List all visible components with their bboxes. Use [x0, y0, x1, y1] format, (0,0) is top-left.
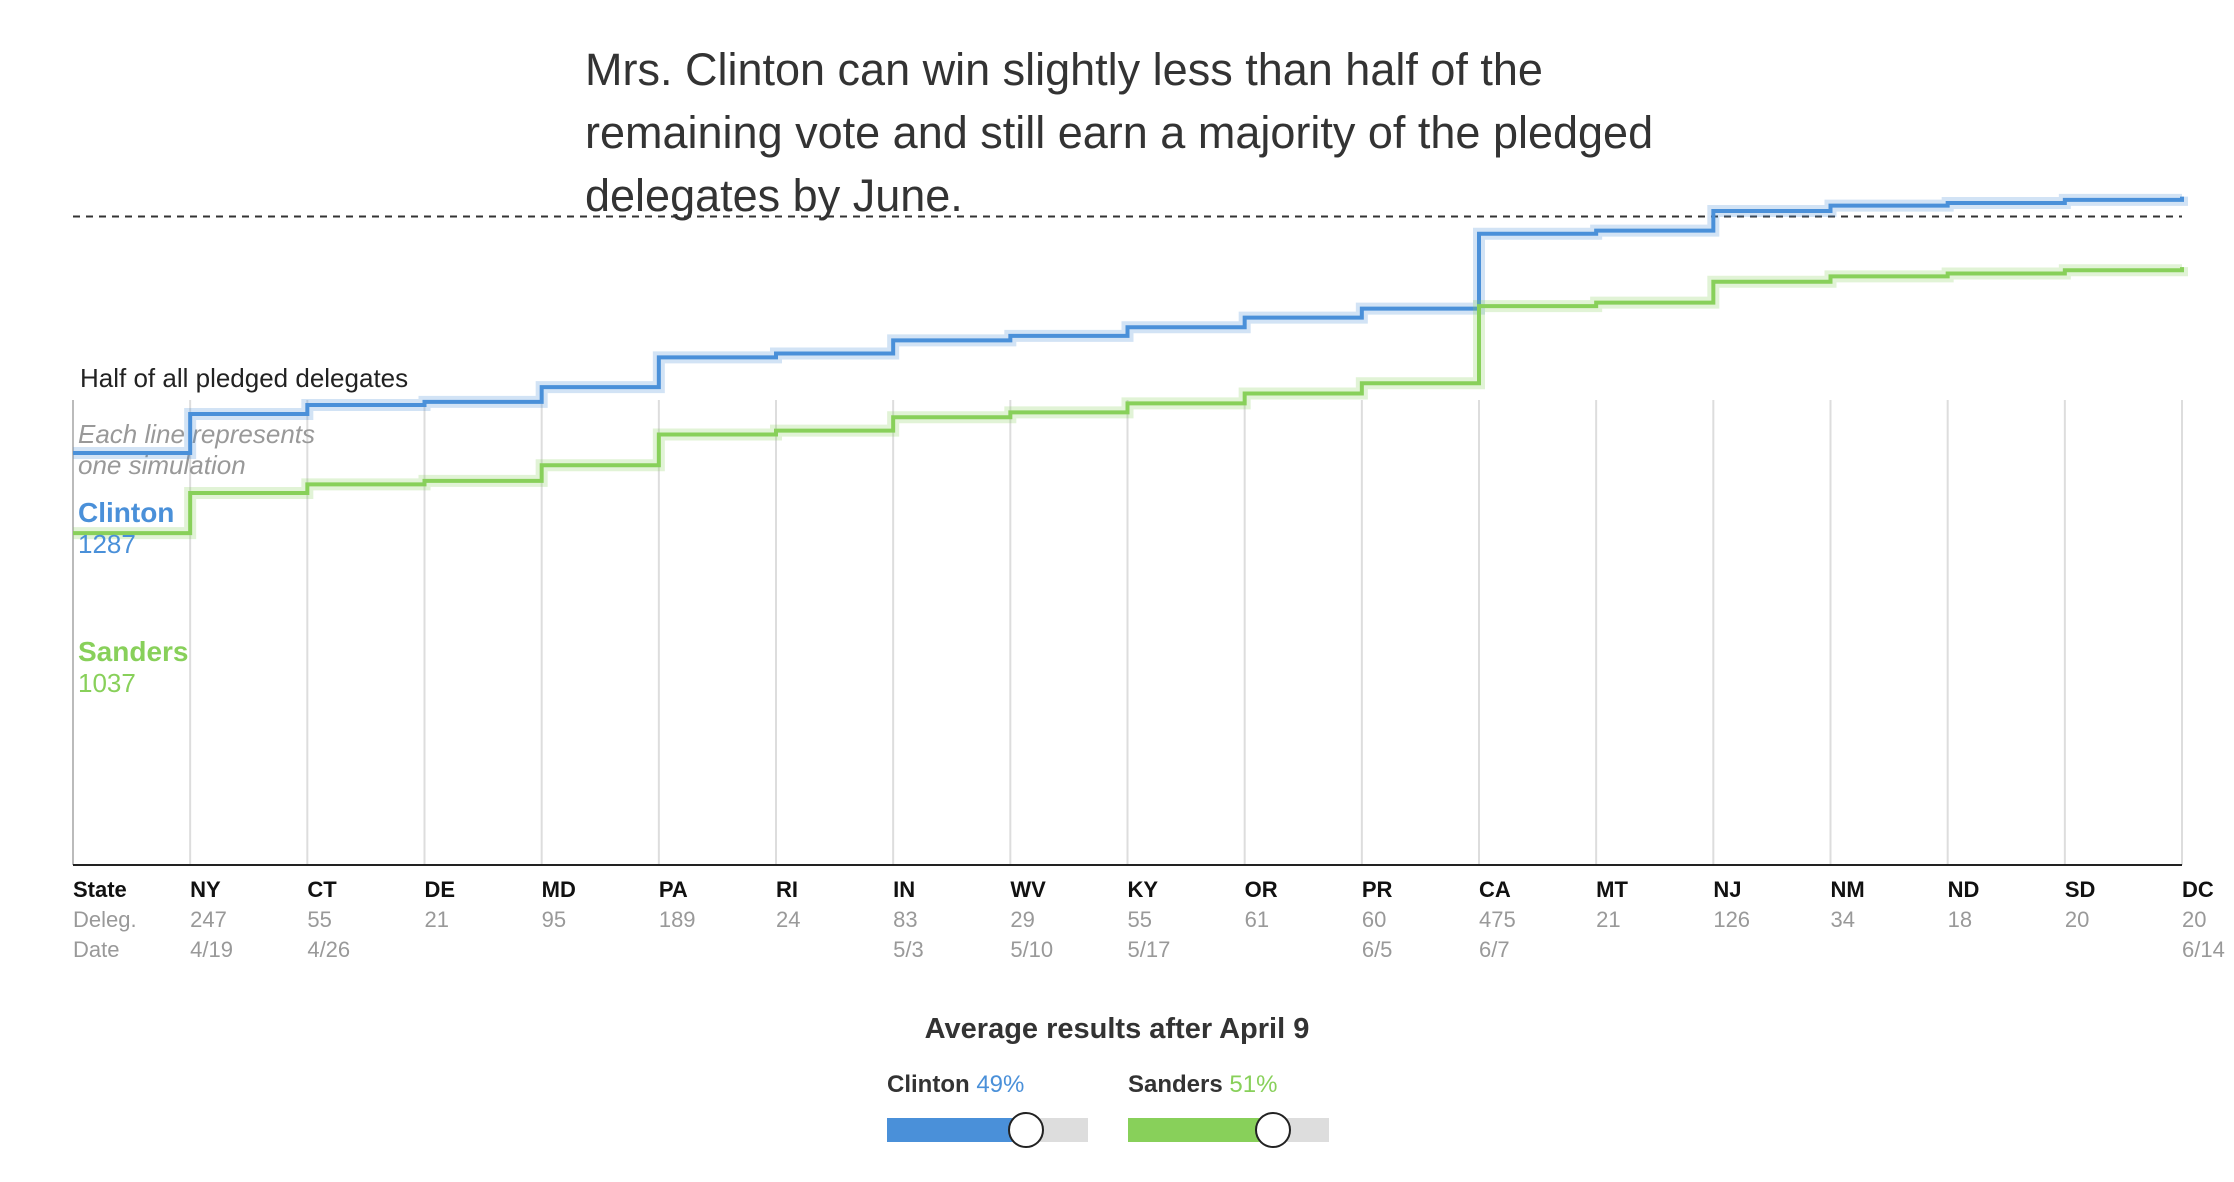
delegate-count: 83 [893, 907, 917, 932]
state-label: NM [1831, 877, 1865, 902]
state-label: CA [1479, 877, 1511, 902]
row-label-deleg: Deleg. [73, 907, 137, 932]
delegate-count: 475 [1479, 907, 1516, 932]
sanders-slider-label: Sanders 51% [1128, 1071, 1338, 1099]
state-label: PR [1362, 877, 1393, 902]
sanders-slider-track[interactable] [1128, 1112, 1329, 1148]
date-label: 5/3 [893, 937, 924, 962]
state-label: IN [893, 877, 915, 902]
series-label-clinton: Clinton [78, 497, 174, 528]
sanders-slider-handle[interactable] [1255, 1112, 1291, 1148]
sanders-slider-block: Sanders 51% [1128, 1071, 1338, 1148]
series-line-clinton [73, 196, 2184, 456]
delegate-count: 55 [307, 907, 331, 932]
date-label: 5/10 [1010, 937, 1053, 962]
state-label: RI [776, 877, 798, 902]
date-label: 6/14 [2182, 937, 2225, 962]
state-table: NY 247 4/19 CT 55 4/26 DE 21 MD 95 PA 189 RI 24 IN 83 5/… [190, 877, 2225, 962]
delegate-count: 21 [425, 907, 449, 932]
state-label: ND [1948, 877, 1980, 902]
series-line-sanders [73, 267, 2184, 536]
delegate-count: 34 [1831, 907, 1855, 932]
state-label: WV [1010, 877, 1046, 902]
clinton-slider-name: Clinton [887, 1071, 970, 1098]
threshold-label: Half of all pledged delegates [80, 363, 408, 393]
delegate-count: 29 [1010, 907, 1034, 932]
delegate-chart: Half of all pledged delegates Each line … [72, 193, 2225, 962]
series-start-clinton: 1287 [78, 529, 136, 559]
delegate-count: 126 [1713, 907, 1750, 932]
delegate-count: 61 [1245, 907, 1269, 932]
state-label: KY [1128, 877, 1159, 902]
delegate-count: 20 [2182, 907, 2206, 932]
date-label: 5/17 [1128, 937, 1171, 962]
delegate-count: 60 [1362, 907, 1386, 932]
state-label: SD [2065, 877, 2096, 902]
delegate-count: 24 [776, 907, 800, 932]
sanders-slider-pct: 51% [1229, 1071, 1278, 1098]
date-label: 6/7 [1479, 937, 1510, 962]
row-label-state: State [73, 877, 127, 902]
gridlines [72, 400, 2183, 865]
state-label: DE [425, 877, 456, 902]
date-label: 6/5 [1362, 937, 1393, 962]
sanders-slider-name: Sanders [1128, 1071, 1223, 1098]
state-label: MT [1596, 877, 1628, 902]
delegate-count: 95 [542, 907, 566, 932]
delegate-count: 18 [1948, 907, 1972, 932]
clinton-slider-handle[interactable] [1008, 1112, 1044, 1148]
row-label-date: Date [73, 937, 119, 962]
delegate-count: 21 [1596, 907, 1620, 932]
state-label: MD [542, 877, 576, 902]
average-results-title: Average results after April 9 [924, 1013, 1310, 1045]
series-label-sanders: Sanders [78, 636, 189, 667]
clinton-slider-block: Clinton 49% [887, 1071, 1097, 1148]
simulation-note-line-1: Each line represents [78, 419, 315, 449]
series-start-sanders: 1037 [78, 668, 136, 698]
state-label: NJ [1713, 877, 1741, 902]
state-label: NY [190, 877, 221, 902]
date-label: 4/19 [190, 937, 233, 962]
clinton-slider-fill [887, 1118, 1026, 1142]
delegate-count: 189 [659, 907, 696, 932]
clinton-slider-label: Clinton 49% [887, 1071, 1097, 1099]
delegate-count: 55 [1128, 907, 1152, 932]
series-lines [73, 193, 2188, 540]
state-label: OR [1245, 877, 1278, 902]
state-label: PA [659, 877, 688, 902]
delegate-count: 247 [190, 907, 227, 932]
state-label: DC [2182, 877, 2214, 902]
delegate-count: 20 [2065, 907, 2089, 932]
headline: Mrs. Clinton can win slightly less than … [585, 44, 1654, 221]
sanders-slider-fill [1128, 1118, 1273, 1142]
date-label: 4/26 [307, 937, 350, 962]
state-label: CT [307, 877, 337, 902]
clinton-slider-track[interactable] [887, 1112, 1088, 1148]
clinton-slider-pct: 49% [976, 1071, 1025, 1098]
